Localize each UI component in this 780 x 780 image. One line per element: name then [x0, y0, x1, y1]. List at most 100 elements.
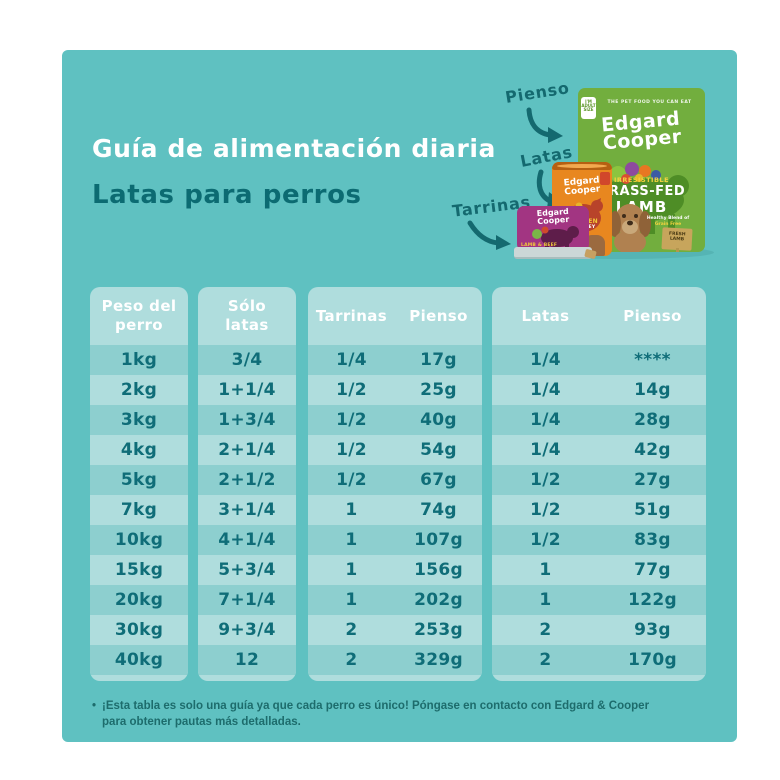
- table-row: 1/4 ****: [492, 345, 706, 375]
- side-line2: Grain Free: [654, 221, 682, 227]
- table-cell: 3/4: [231, 350, 263, 370]
- table-row: 2 329g: [308, 645, 482, 675]
- table-cell: 28g: [634, 410, 671, 430]
- tray-dog-illustration-icon: [532, 226, 579, 250]
- table-row: 1 122g: [492, 585, 706, 615]
- table-cell: 42g: [634, 440, 671, 460]
- column-header: Pienso: [409, 306, 468, 325]
- table-cell: 7+1/4: [218, 590, 276, 610]
- arrow-to-pienso-icon: [526, 107, 563, 143]
- footnote-text: ¡Esta tabla es solo una guía ya que cada…: [102, 698, 649, 730]
- table-body: 1/4 17g 1/2 25g 1/2 40g 1/2 54g 1/2 67g 1 74g 1 107g 1…: [308, 345, 482, 675]
- can-brand-logo: Edgard Cooper: [552, 175, 612, 197]
- table-cell: 2+1/4: [218, 440, 276, 460]
- table-cell: 1/2: [336, 440, 367, 460]
- table-cell: 1: [345, 590, 358, 610]
- table-cell: 25g: [420, 380, 457, 400]
- table-header: Sólo latas: [198, 287, 296, 345]
- table-row: 1 156g: [308, 555, 482, 585]
- column-header: Sólo: [227, 297, 267, 315]
- table-row: 10kg: [90, 525, 188, 555]
- table-row: 20kg: [90, 585, 188, 615]
- table-cell: 20kg: [114, 590, 164, 610]
- bag-side-text: Healthy Blend of Grain Free: [636, 216, 700, 227]
- table-row: 1/2 54g: [308, 435, 482, 465]
- table-cell: 5kg: [120, 470, 158, 490]
- table-cell: 7kg: [120, 500, 158, 520]
- table-row: 1 107g: [308, 525, 482, 555]
- table-row: 1/4 28g: [492, 405, 706, 435]
- table-cell: 1: [345, 500, 358, 520]
- teal-panel: Guía de alimentación diaria Latas para p…: [62, 50, 737, 742]
- table-row: 4kg: [90, 435, 188, 465]
- column-header: Peso del: [101, 297, 177, 315]
- table-cell: 67g: [420, 470, 457, 490]
- table-cell: 83g: [634, 530, 671, 550]
- table-cell: 1/4: [530, 410, 561, 430]
- table-cell: 1/2: [336, 470, 367, 490]
- column-header: perro: [114, 316, 163, 334]
- table-cell: 15kg: [114, 560, 164, 580]
- table-cell: 40g: [420, 410, 457, 430]
- table-cell: 4kg: [120, 440, 158, 460]
- table-cell: 1+3/4: [218, 410, 276, 430]
- table-row: 5kg: [90, 465, 188, 495]
- table-cell: 1/2: [530, 500, 561, 520]
- table-cell: 2+1/2: [218, 470, 276, 490]
- table-row: 1/2 25g: [308, 375, 482, 405]
- table-solo-latas: Sólo latas 3/4 1+1/4 1+3/4 2+1/4 2+1/2 3+1/4 4+…: [198, 287, 296, 681]
- table-row: 12: [198, 645, 296, 675]
- table-cell: 1kg: [120, 350, 158, 370]
- table-row: 2kg: [90, 375, 188, 405]
- table-cell: 12: [234, 650, 260, 670]
- tray-flavor: LAMB & BEEF: [521, 243, 558, 248]
- table-row: 2 93g: [492, 615, 706, 645]
- table-peso-del-perro: Peso del perro 1kg 2kg 3kg 4kg 5kg 7kg 10kg 15kg…: [90, 287, 188, 681]
- adult-badge: I'M ADULT SIZE: [581, 97, 596, 119]
- table-row: 9+3/4: [198, 615, 296, 645]
- table-row: 30kg: [90, 615, 188, 645]
- footnote-line2: para obtener pautas más detalladas.: [102, 716, 301, 728]
- column-header: Tarrinas: [315, 306, 388, 325]
- can-rim-highlight: [557, 164, 607, 168]
- table-cell: 2: [345, 620, 358, 640]
- table-cell: 74g: [420, 500, 457, 520]
- table-tarrinas-pienso: Tarrinas Pienso 1/4 17g 1/2 25g 1/2 40g 1/2 54g 1…: [308, 287, 482, 681]
- bag-claim: IRRESISTIBLE: [613, 176, 670, 184]
- sign-line2: LAMB: [669, 236, 685, 243]
- footnote-line1: ¡Esta tabla es solo una guía ya que cada…: [102, 700, 650, 712]
- table-cell: ****: [634, 350, 671, 370]
- table-cell: 93g: [634, 620, 671, 640]
- tray-label: Edgard Cooper LAMB & BEEF: [517, 206, 589, 251]
- table-row: 2+1/4: [198, 435, 296, 465]
- table-latas-pienso: Latas Pienso 1/4 **** 1/4 14g 1/4 28g 1/4 42g 1/2…: [492, 287, 706, 681]
- table-cell: 10kg: [114, 530, 164, 550]
- table-row: 2 170g: [492, 645, 706, 675]
- page-title: Guía de alimentación diaria: [92, 134, 497, 163]
- table-cell: 14g: [634, 380, 671, 400]
- table-cell: 1/4: [530, 440, 561, 460]
- table-body: 1kg 2kg 3kg 4kg 5kg 7kg 10kg 15kg 20kg 30kg 40kg: [90, 345, 188, 675]
- table-row: 1 202g: [308, 585, 482, 615]
- table-cell: 30kg: [114, 620, 164, 640]
- table-cell: 253g: [414, 620, 463, 640]
- table-cell: 1/4: [530, 350, 561, 370]
- callout-pienso: Pienso: [503, 78, 571, 107]
- tray-lip: [514, 247, 592, 259]
- table-header: Latas Pienso: [492, 287, 706, 345]
- table-row: 1/2 51g: [492, 495, 706, 525]
- table-row: 1/2 83g: [492, 525, 706, 555]
- arrow-to-tarrinas-icon: [467, 220, 511, 250]
- table-cell: 2kg: [120, 380, 158, 400]
- bag-flavor-line1: GRASS-FED: [597, 184, 686, 199]
- footnote-bullet: •: [92, 700, 97, 712]
- table-body: 1/4 **** 1/4 14g 1/4 28g 1/4 42g 1/2 27g 1/2 51g 1/2…: [492, 345, 706, 675]
- table-row: 1kg: [90, 345, 188, 375]
- brand-logo: Edgard Cooper: [578, 108, 705, 155]
- column-header: latas: [225, 316, 269, 334]
- table-row: 1/4 14g: [492, 375, 706, 405]
- table-row: 1+1/4: [198, 375, 296, 405]
- table-cell: 122g: [628, 590, 677, 610]
- table-row: 3kg: [90, 405, 188, 435]
